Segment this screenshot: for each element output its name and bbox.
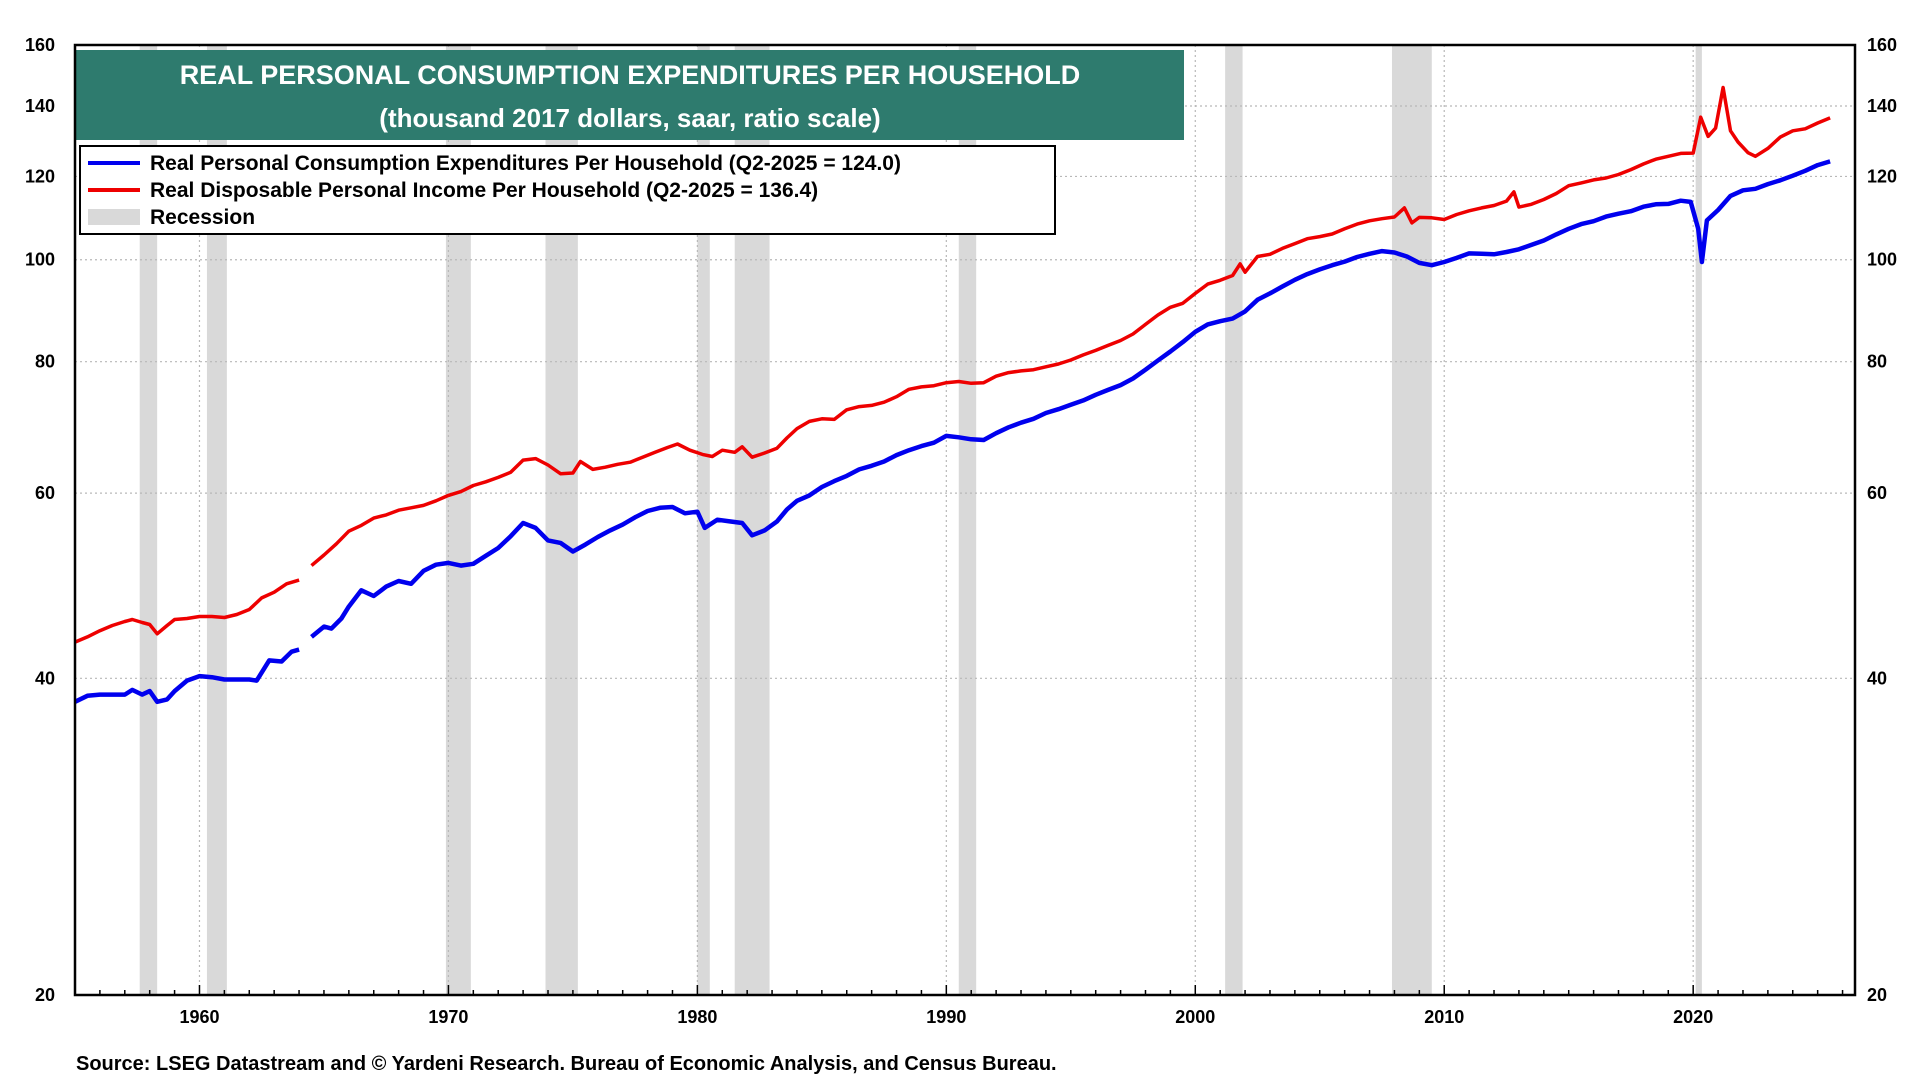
y-tick-right-40: 40	[1867, 668, 1887, 688]
y-tick-left-80: 80	[35, 352, 55, 372]
x-tick-2000: 2000	[1175, 1007, 1215, 1027]
y-tick-left-100: 100	[25, 250, 55, 270]
chart-title: REAL PERSONAL CONSUMPTION EXPENDITURES P…	[180, 60, 1081, 90]
series-line-income-2	[310, 85, 1831, 567]
series-line-pce-2	[310, 159, 1831, 639]
y-tick-right-80: 80	[1867, 352, 1887, 372]
y-tick-right-120: 120	[1867, 166, 1897, 186]
legend-label-pce: Real Personal Consumption Expenditures P…	[150, 152, 901, 175]
x-tick-1980: 1980	[677, 1007, 717, 1027]
x-tick-2010: 2010	[1424, 1007, 1464, 1027]
legend-label-recession: Recession	[150, 206, 255, 229]
title-background	[76, 50, 1184, 140]
y-tick-left-40: 40	[35, 668, 55, 688]
x-tick-1970: 1970	[428, 1007, 468, 1027]
series-lines	[74, 85, 1831, 705]
plot-frame	[73, 43, 1857, 997]
source-note: Source: LSEG Datastream and © Yardeni Re…	[76, 1053, 1057, 1075]
x-tick-1960: 1960	[179, 1007, 219, 1027]
y-tick-right-60: 60	[1867, 483, 1887, 503]
y-tick-right-100: 100	[1867, 250, 1897, 270]
recession-band-1	[139, 45, 158, 995]
recession-band-9	[1391, 45, 1432, 995]
x-tick-2020: 2020	[1673, 1007, 1713, 1027]
y-tick-left-20: 20	[35, 985, 55, 1005]
y-tick-right-160: 160	[1867, 35, 1897, 55]
y-tick-left-140: 140	[25, 96, 55, 116]
recession-band-10	[1695, 45, 1702, 995]
y-tick-right-20: 20	[1867, 985, 1887, 1005]
x-tick-1990: 1990	[926, 1007, 966, 1027]
y-axis-right: 20 40 60 80 100 120 140 160	[1867, 35, 1897, 1005]
y-tick-left-60: 60	[35, 483, 55, 503]
y-tick-left-120: 120	[25, 166, 55, 186]
series-line-income-1	[74, 578, 300, 644]
x-axis: 1960 1970 1980 1990 2000 2010 2020	[179, 1007, 1713, 1027]
y-tick-right-140: 140	[1867, 96, 1897, 116]
recession-band-7	[958, 45, 977, 995]
y-tick-left-160: 160	[25, 35, 55, 55]
legend: Real Personal Consumption Expenditures P…	[79, 145, 1056, 235]
legend-box	[79, 145, 1056, 235]
series-line-pce-1	[74, 647, 300, 705]
chart-subtitle: (thousand 2017 dollars, saar, ratio scal…	[379, 103, 880, 133]
y-axis-left: 20 40 60 80 100 120 140 160	[25, 35, 55, 1005]
recession-band-2	[206, 45, 227, 995]
recession-band-8	[1225, 45, 1243, 995]
legend-label-income: Real Disposable Personal Income Per Hous…	[150, 179, 818, 202]
chart-title-box: REAL PERSONAL CONSUMPTION EXPENDITURES P…	[76, 50, 1184, 140]
legend-swatch-recession	[88, 209, 140, 225]
